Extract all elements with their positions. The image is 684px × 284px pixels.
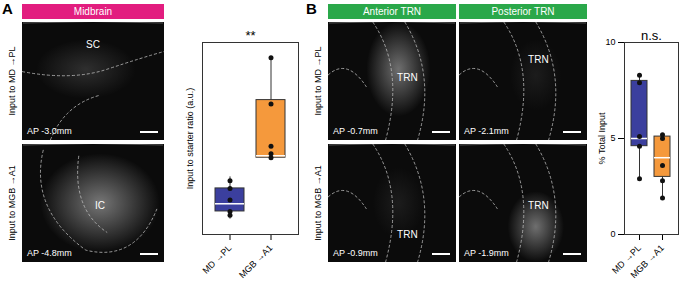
svg-text:n.s.: n.s.: [641, 28, 662, 43]
html-text:Midbrain: Midbrain: [73, 6, 113, 17]
svg-text:TRN: TRN: [528, 200, 549, 211]
svg-text:AP -0.9mm: AP -0.9mm: [333, 248, 378, 258]
html-text:A: A: [2, 0, 13, 17]
html-text:Input to MGB →A1: Input to MGB →A1: [7, 165, 17, 241]
html-text:Posterior TRN: Posterior TRN: [491, 6, 555, 17]
html-text:Input to MD →PL: Input to MD →PL: [7, 46, 17, 116]
svg-text:% Total Input: % Total Input: [597, 112, 607, 164]
svg-text:TRN: TRN: [397, 72, 418, 83]
svg-text:TRN: TRN: [397, 229, 418, 240]
svg-text:5: 5: [610, 133, 615, 143]
svg-text:AP -4.8mm: AP -4.8mm: [27, 248, 72, 258]
html-text:Input to MGB →A1: Input to MGB →A1: [313, 165, 323, 241]
svg-text:MD →PL: MD →PL: [610, 242, 643, 276]
svg-text:Input to starter ratio (a.u.): Input to starter ratio (a.u.): [185, 88, 195, 190]
svg-text:IC: IC: [95, 200, 105, 211]
svg-text:AP -2.1mm: AP -2.1mm: [464, 126, 509, 136]
svg-text:**: **: [245, 28, 255, 43]
svg-text:SC: SC: [86, 39, 100, 50]
svg-text:0: 0: [610, 229, 615, 239]
svg-text:TRN: TRN: [528, 54, 549, 65]
svg-text:MGB →A1: MGB →A1: [628, 243, 665, 280]
html-text:Input to MD →PL: Input to MD →PL: [313, 46, 323, 116]
html-text:Anterior TRN: Anterior TRN: [362, 6, 422, 17]
svg-text:MGB →A1: MGB →A1: [237, 243, 274, 280]
svg-text:AP -0.7mm: AP -0.7mm: [333, 126, 378, 136]
svg-text:MD →PL: MD →PL: [201, 243, 234, 276]
html-text:B: B: [306, 0, 317, 17]
svg-text:AP -1.9mm: AP -1.9mm: [464, 248, 509, 258]
svg-text:AP -3.0mm: AP -3.0mm: [27, 126, 72, 136]
svg-text:10: 10: [605, 37, 615, 47]
